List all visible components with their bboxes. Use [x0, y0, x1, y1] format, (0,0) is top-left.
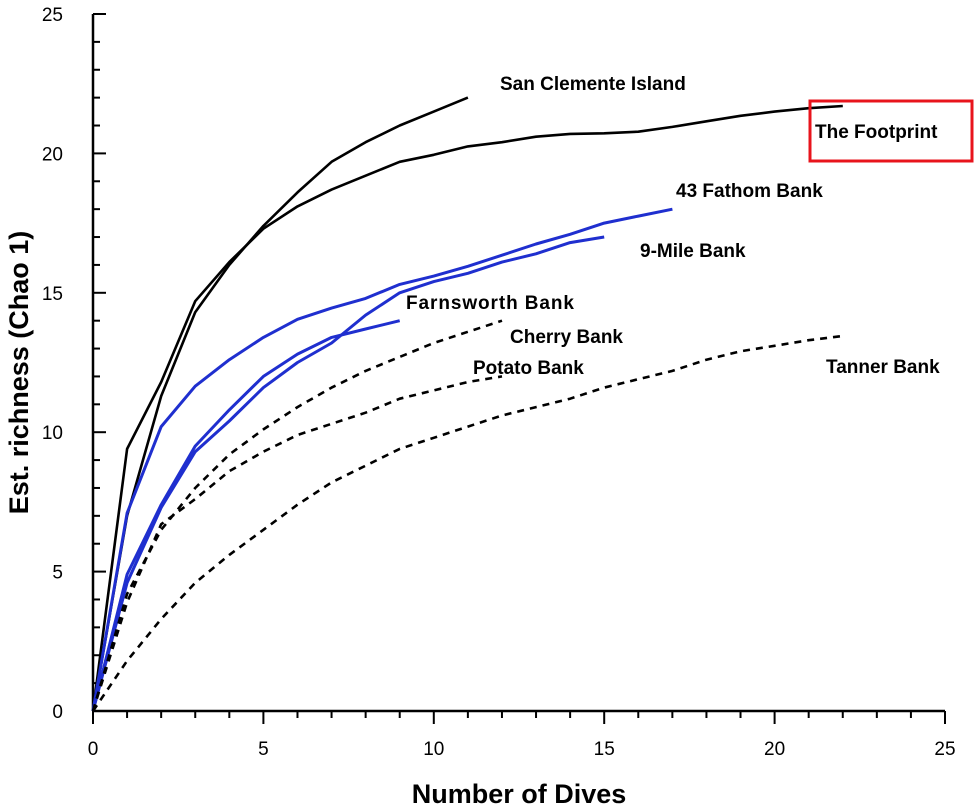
- y-tick-label: 20: [42, 144, 63, 165]
- series-label-43-fathom-bank: 43 Fathom Bank: [676, 181, 823, 202]
- series-label-cherry-bank: Cherry Bank: [510, 327, 623, 348]
- y-axis-ticks: 0 5 10 15 20 25: [42, 5, 106, 723]
- x-axis-title: Number of Dives: [412, 779, 627, 809]
- series-label-9-mile-bank: 9-Mile Bank: [640, 241, 746, 262]
- series-highlight-box: [808, 99, 974, 163]
- x-tick-label: 10: [423, 739, 444, 760]
- series-labels: San Clemente Island The Footprint 43 Fatho…: [406, 74, 940, 379]
- axes: 0 5 10 15 20 25 0 5 10 15 20 25: [42, 5, 956, 760]
- x-tick-label: 15: [594, 739, 615, 760]
- series-line-tanner-bank: [91, 334, 843, 712]
- y-tick-label: 25: [42, 5, 63, 26]
- series-lines: [91, 96, 843, 712]
- x-tick-label: 0: [88, 739, 99, 760]
- series-line-9-mile-bank: [91, 235, 605, 712]
- series-line-cherry-bank: [91, 319, 503, 712]
- series-label-the-footprint: The Footprint: [815, 122, 938, 143]
- y-tick-label: 15: [42, 284, 63, 305]
- series-line-farnsworth-bank: [91, 319, 401, 712]
- x-tick-label: 25: [934, 739, 955, 760]
- series-label-tanner-bank: Tanner Bank: [826, 357, 940, 378]
- y-axis-title: Est. richness (Chao 1): [4, 231, 34, 515]
- series-label-san-clemente-island: San Clemente Island: [500, 74, 686, 95]
- series-line-potato-bank: [91, 375, 503, 712]
- x-tick-label: 20: [764, 739, 785, 760]
- series-line-san-clemente-island: [91, 96, 469, 712]
- x-tick-label: 5: [258, 739, 269, 760]
- series-line-43-fathom-bank: [91, 207, 673, 712]
- y-tick-label: 10: [42, 423, 63, 444]
- series-label-farnsworth-bank: Farnsworth Bank: [406, 293, 574, 314]
- y-tick-label: 5: [52, 563, 63, 584]
- x-axis-ticks: 0 5 10 15 20 25: [88, 711, 956, 760]
- y-tick-label: 0: [52, 702, 63, 723]
- series-label-potato-bank: Potato Bank: [473, 358, 584, 379]
- series-line-the-footprint: [91, 104, 843, 712]
